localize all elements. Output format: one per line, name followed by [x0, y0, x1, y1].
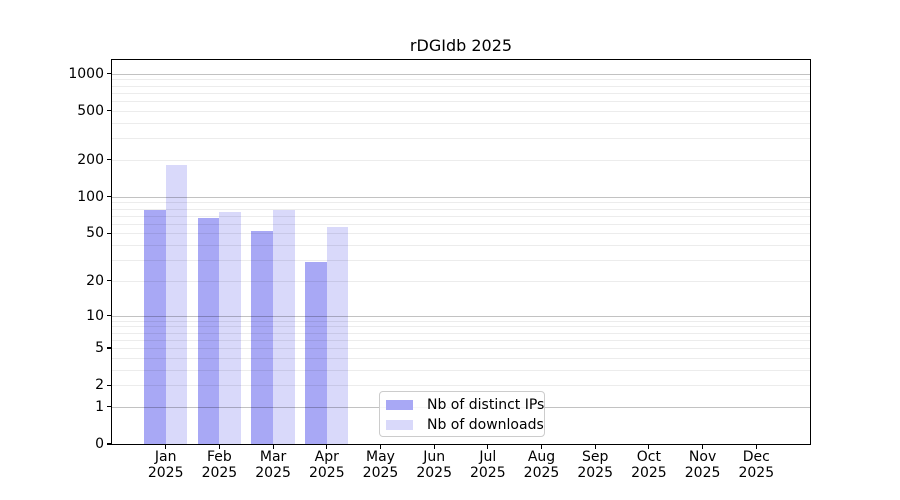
x-tick-aug: [540, 444, 543, 449]
y-tick-label-1000: 1000: [68, 65, 104, 82]
y-tick-0: [107, 443, 112, 445]
y-tick-label-500: 500: [77, 102, 104, 119]
gridline-minor-50: [112, 233, 810, 235]
gridline-minor-900: [112, 79, 810, 81]
gridline-minor-70: [112, 215, 810, 217]
bar-nb-of-distinct-ips-mar: [251, 231, 274, 444]
gridline-minor-3: [112, 369, 810, 371]
gridline-minor-60: [112, 223, 810, 225]
legend-label-downloads: Nb of downloads: [427, 417, 544, 433]
gridline-minor-90: [112, 202, 810, 204]
x-tick-label-oct: Oct 2025: [631, 449, 667, 481]
gridline-minor-2: [112, 385, 810, 387]
bar-nb-of-downloads-apr: [326, 227, 349, 444]
y-tick-label-2: 2: [95, 377, 104, 394]
y-tick-500: [107, 110, 112, 112]
y-tick-2: [107, 384, 112, 386]
legend-item-distinct-ips: Nb of distinct IPs: [380, 395, 544, 415]
gridline-major-10: [112, 315, 810, 317]
legend: Nb of distinct IPs Nb of downloads: [379, 391, 545, 437]
x-tick-feb: [218, 444, 220, 449]
gridline-minor-30: [112, 260, 810, 261]
x-tick-label-aug: Aug 2025: [523, 449, 560, 481]
bar-nb-of-downloads-mar: [273, 209, 295, 444]
gridline-minor-500: [112, 110, 810, 112]
bar-nb-of-downloads-feb: [219, 211, 242, 444]
y-tick-label-20: 20: [86, 272, 104, 289]
gridline-minor-800: [112, 85, 810, 87]
x-tick-label-jun: Jun 2025: [416, 449, 452, 481]
x-tick-dec: [755, 444, 757, 449]
y-tick-label-100: 100: [77, 188, 104, 205]
gridline-minor-5: [112, 348, 810, 349]
x-tick-may: [379, 444, 382, 449]
x-tick-label-nov: Nov 2025: [684, 449, 721, 481]
legend-item-downloads: Nb of downloads: [380, 415, 544, 435]
x-tick-jul: [487, 444, 489, 449]
x-tick-jan: [165, 444, 167, 449]
x-tick-jun: [433, 444, 435, 449]
bar-nb-of-distinct-ips-apr: [305, 261, 327, 444]
x-tick-label-dec: Dec 2025: [738, 449, 775, 481]
x-tick-label-jul: Jul 2025: [469, 449, 506, 481]
x-tick-nov: [702, 444, 704, 449]
x-tick-apr: [326, 444, 328, 449]
x-tick-label-feb: Feb 2025: [201, 449, 238, 481]
y-tick-50: [107, 232, 112, 234]
bar-nb-of-distinct-ips-feb: [197, 217, 220, 444]
gridline-minor-600: [112, 101, 810, 103]
gridline-minor-40: [112, 245, 810, 246]
y-tick-200: [107, 159, 112, 161]
gridline-minor-6: [112, 339, 810, 341]
y-tick-100: [107, 196, 112, 198]
bar-nb-of-downloads-jan: [165, 164, 188, 444]
x-tick-mar: [272, 444, 274, 449]
gridline-minor-700: [112, 92, 810, 94]
gridline-minor-8: [112, 326, 810, 328]
chart-title: rDGIdb 2025: [409, 36, 513, 55]
y-tick-1000: [107, 73, 112, 75]
gridline-minor-20: [112, 280, 810, 282]
bar-nb-of-distinct-ips-jan: [144, 209, 166, 444]
y-tick-20: [107, 280, 112, 282]
y-tick-10: [107, 314, 112, 317]
gridline-minor-300: [112, 138, 810, 140]
y-tick-label-10: 10: [86, 307, 104, 324]
gridline-minor-400: [112, 122, 810, 124]
y-tick-label-1: 1: [95, 398, 104, 415]
y-tick-label-200: 200: [77, 151, 104, 168]
legend-swatch-distinct-ips: [386, 400, 413, 410]
legend-label-distinct-ips: Nb of distinct IPs: [427, 397, 545, 413]
gridline-minor-80: [112, 208, 810, 210]
y-tick-label-0: 0: [95, 436, 104, 452]
y-tick-1: [107, 406, 112, 408]
x-tick-oct: [648, 444, 650, 449]
plot-frame: [111, 59, 811, 445]
gridline-major-1000: [112, 73, 810, 75]
x-tick-label-apr: Apr 2025: [308, 449, 345, 481]
legend-swatch-downloads: [386, 420, 413, 430]
y-tick-label-50: 50: [86, 225, 104, 242]
gridline-minor-200: [112, 159, 810, 161]
gridline-major-100: [112, 196, 810, 198]
x-tick-label-mar: Mar 2025: [255, 449, 291, 481]
gridline-minor-9: [112, 320, 810, 322]
x-tick-label-sep: Sep 2025: [577, 449, 613, 481]
gridline-minor-4: [112, 357, 810, 359]
x-tick-label-may: May 2025: [362, 449, 399, 481]
x-tick-sep: [594, 444, 596, 449]
x-tick-label-jan: Jan 2025: [147, 449, 184, 481]
gridline-minor-7: [112, 332, 810, 334]
y-tick-label-5: 5: [95, 340, 104, 356]
y-tick-5: [107, 347, 112, 349]
